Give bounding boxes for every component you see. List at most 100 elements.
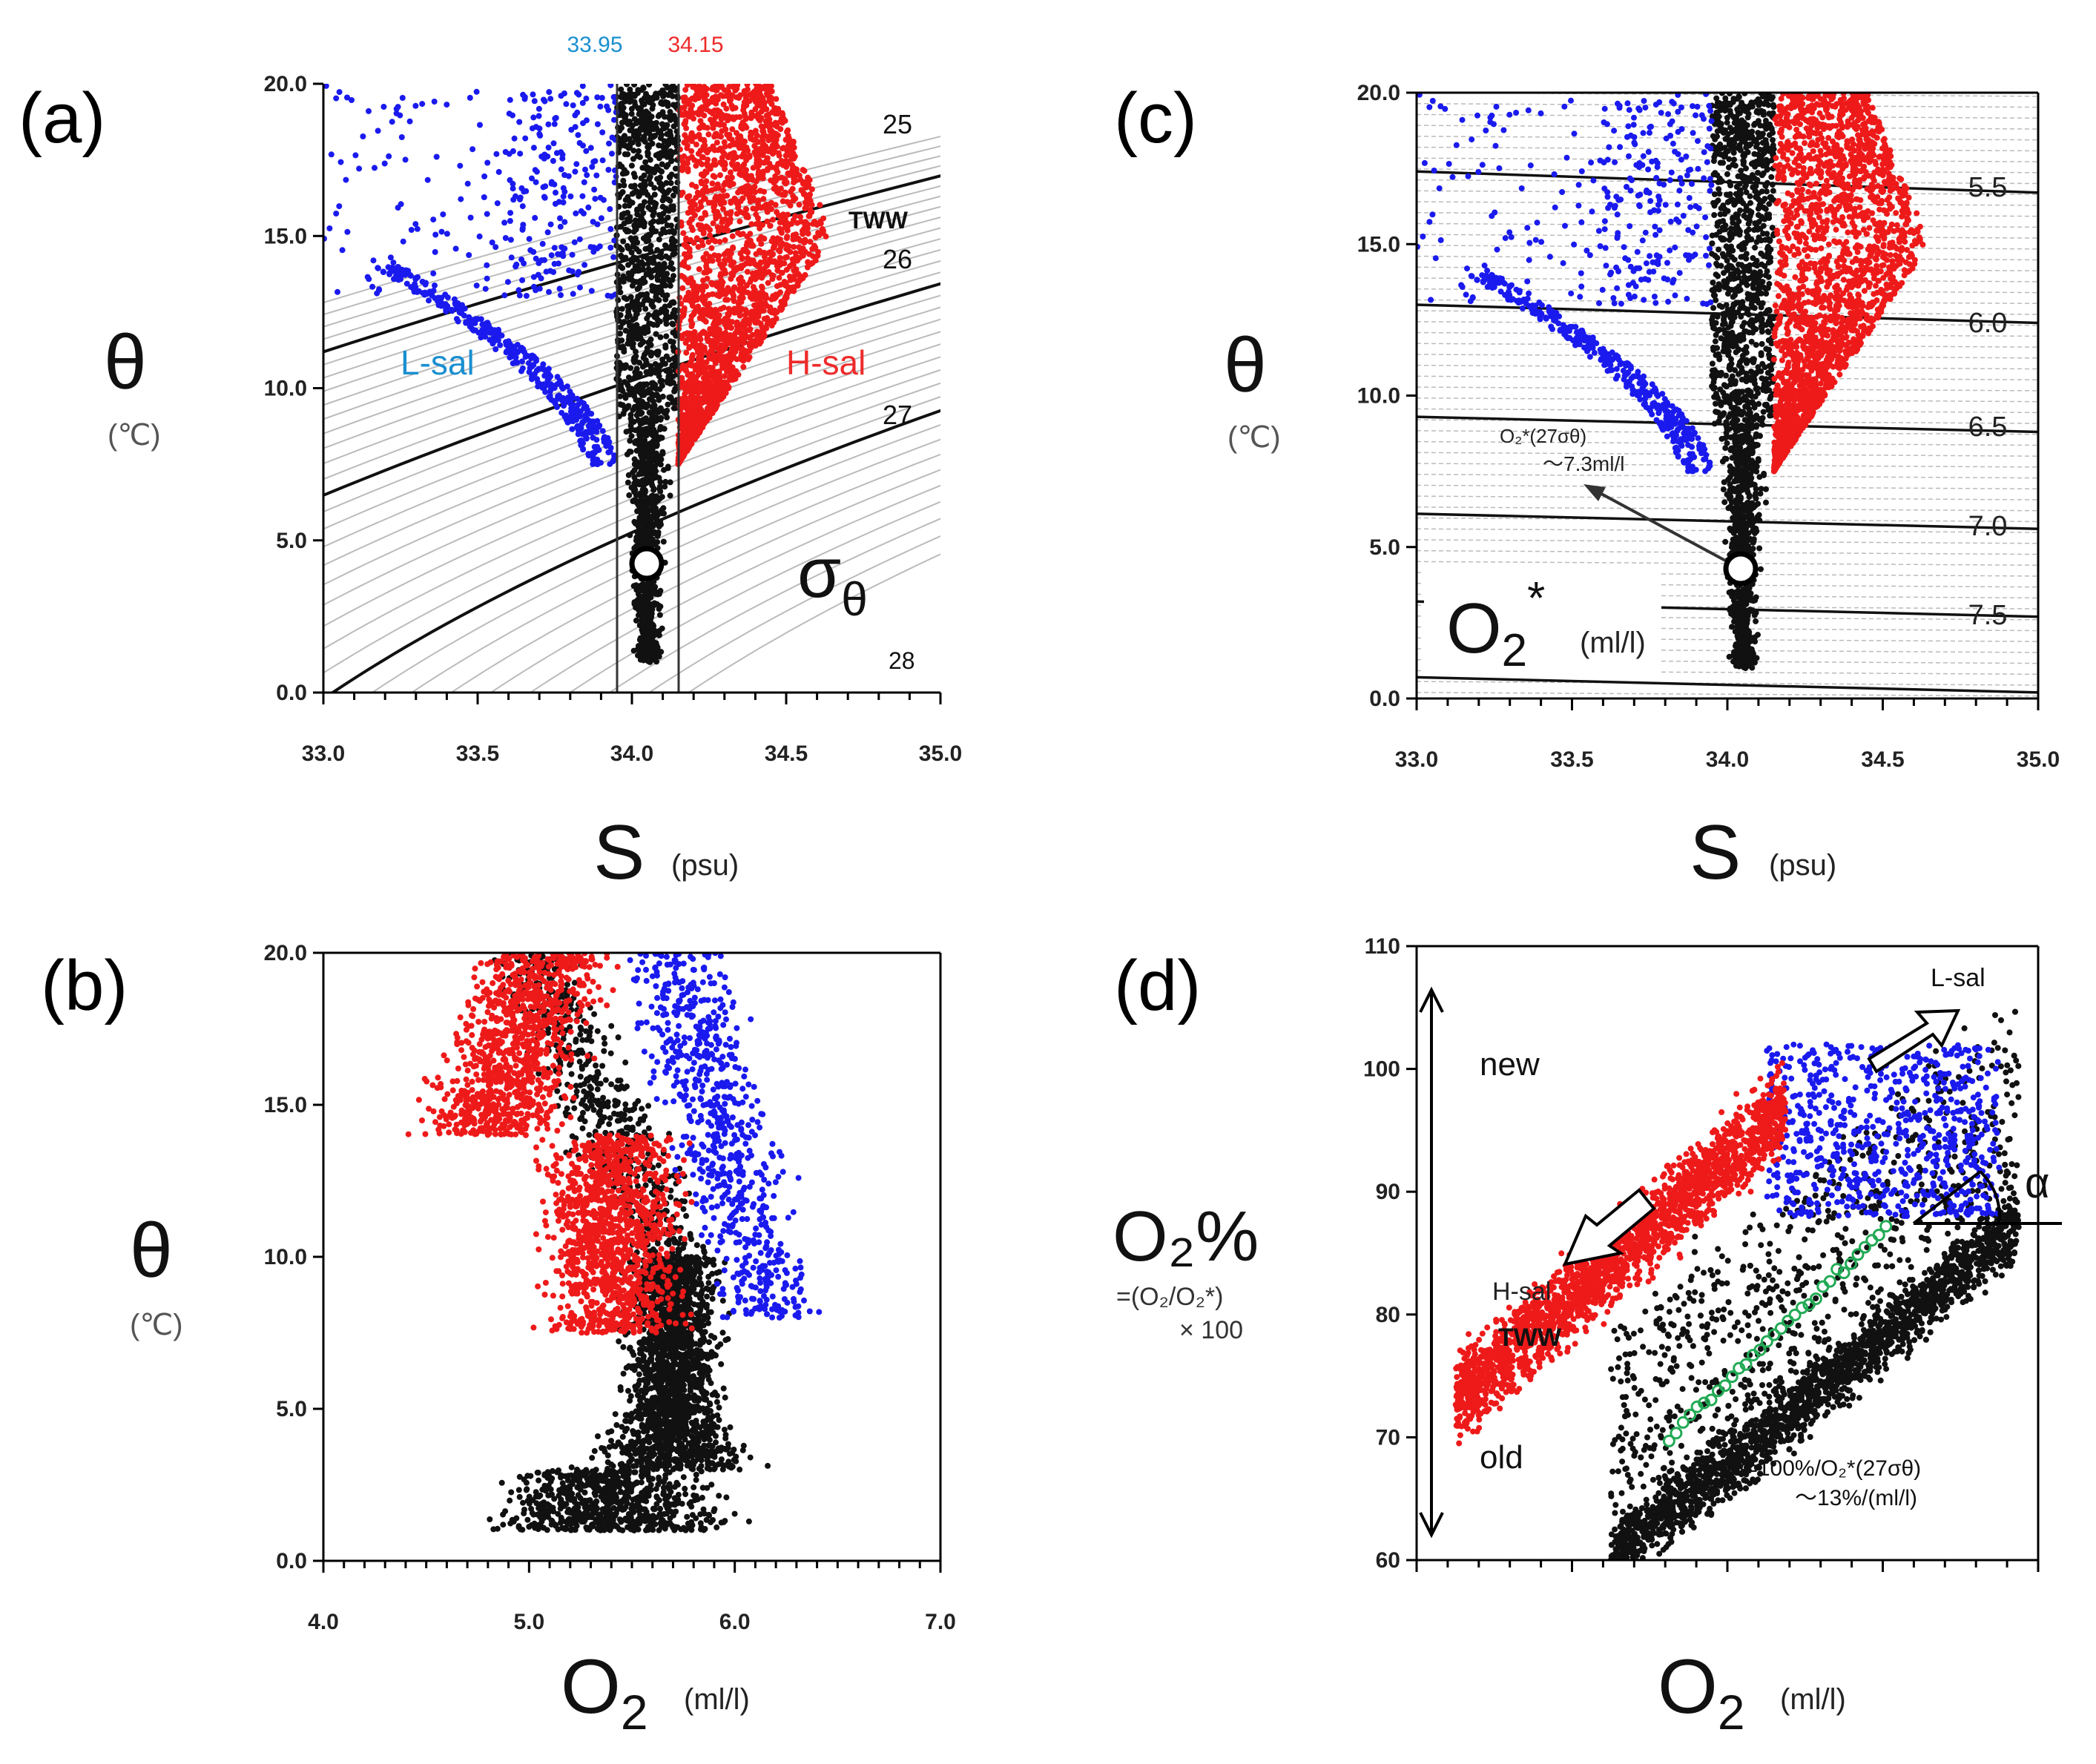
x-tick-label: 34.5 — [765, 741, 808, 766]
point-middle — [653, 417, 659, 424]
point-hsal — [698, 180, 705, 187]
point-middle — [659, 494, 665, 501]
point-hsal — [689, 207, 696, 214]
point-hsal — [728, 250, 734, 257]
point-hsal — [719, 279, 726, 285]
point-middle — [650, 495, 656, 501]
point-lsal — [594, 456, 601, 463]
contour-label-28: 28 — [889, 647, 915, 674]
point-hsal — [742, 184, 748, 191]
point-hsal — [807, 191, 814, 198]
point-hsal — [743, 157, 750, 164]
point-hsal — [771, 148, 777, 154]
point-hsal — [698, 357, 705, 363]
point-lsal — [599, 428, 606, 435]
point-middle — [649, 225, 656, 231]
point-hsal — [752, 113, 759, 119]
point-hsal — [686, 400, 693, 407]
point-middle — [636, 387, 643, 394]
point-lsal — [440, 211, 446, 218]
point-middle — [647, 156, 653, 163]
point-hsal — [811, 242, 817, 249]
point-hsal — [750, 165, 757, 171]
point-hsal — [700, 254, 707, 261]
point-hsal — [695, 371, 702, 378]
point-lsal — [424, 176, 431, 183]
point-hsal — [786, 172, 793, 179]
point-middle — [641, 430, 647, 437]
point-middle — [624, 227, 630, 234]
point-lsal — [507, 341, 513, 348]
point-lsal — [584, 409, 590, 416]
point-hsal — [740, 353, 747, 360]
point-hsal — [721, 337, 728, 343]
point-lsal — [609, 151, 615, 157]
point-lsal — [380, 104, 387, 110]
point-middle — [621, 182, 627, 188]
point-hsal — [714, 387, 720, 394]
point-lsal — [561, 172, 568, 178]
sigma-symbol: σ — [797, 533, 841, 612]
point-hsal — [734, 139, 740, 145]
point-lsal — [510, 185, 516, 192]
sigma-minor-contour — [323, 356, 940, 607]
point-lsal — [599, 157, 606, 164]
point-hsal — [747, 279, 754, 285]
point-middle — [630, 483, 636, 490]
point-middle — [643, 652, 650, 658]
point-middle — [657, 587, 664, 594]
point-middle — [647, 473, 653, 480]
point-lsal — [432, 283, 438, 288]
scatter-points-b — [405, 953, 823, 1533]
point-middle — [653, 362, 660, 369]
point-middle — [657, 423, 664, 430]
point-lsal — [573, 210, 579, 217]
point-lsal — [372, 165, 378, 171]
point-lsal — [591, 423, 597, 429]
point-hsal — [685, 210, 691, 216]
point-hsal — [767, 304, 774, 311]
point-lsal — [412, 281, 418, 288]
point-hsal — [688, 317, 694, 323]
point-middle — [659, 151, 665, 158]
point-hsal — [777, 126, 784, 133]
water-type-marker — [629, 546, 665, 581]
point-hsal — [740, 363, 747, 370]
point-hsal — [682, 367, 689, 374]
point-hsal — [685, 156, 691, 162]
point-hsal — [689, 354, 695, 360]
point-hsal — [723, 93, 729, 99]
point-hsal — [685, 165, 691, 172]
point-hsal — [745, 214, 751, 221]
point-hsal — [722, 257, 728, 264]
point-lsal — [553, 189, 558, 196]
point-hsal — [702, 196, 708, 202]
point-middle — [642, 389, 648, 395]
point-lsal — [506, 151, 513, 157]
point-middle — [666, 394, 673, 401]
point-hsal — [783, 242, 790, 248]
point-hsal — [761, 254, 768, 260]
point-hsal — [739, 163, 746, 170]
point-middle — [659, 450, 666, 457]
point-lsal — [352, 152, 359, 159]
point-lsal — [550, 397, 556, 404]
point-hsal — [723, 105, 730, 112]
point-lsal — [583, 148, 590, 154]
point-middle — [630, 583, 637, 589]
point-lsal — [444, 294, 451, 301]
point-middle — [636, 189, 642, 196]
point-lsal — [569, 426, 576, 432]
point-lsal — [442, 301, 449, 308]
sigma-major-contour — [323, 282, 940, 498]
point-middle — [644, 495, 650, 501]
point-lsal — [390, 260, 397, 266]
point-hsal — [681, 98, 688, 105]
point-middle — [651, 402, 658, 409]
point-middle — [670, 265, 676, 272]
point-lsal — [585, 451, 592, 457]
point-hsal — [751, 88, 758, 95]
point-lsal — [604, 435, 611, 441]
point-lsal — [430, 288, 437, 294]
point-middle — [638, 653, 645, 660]
